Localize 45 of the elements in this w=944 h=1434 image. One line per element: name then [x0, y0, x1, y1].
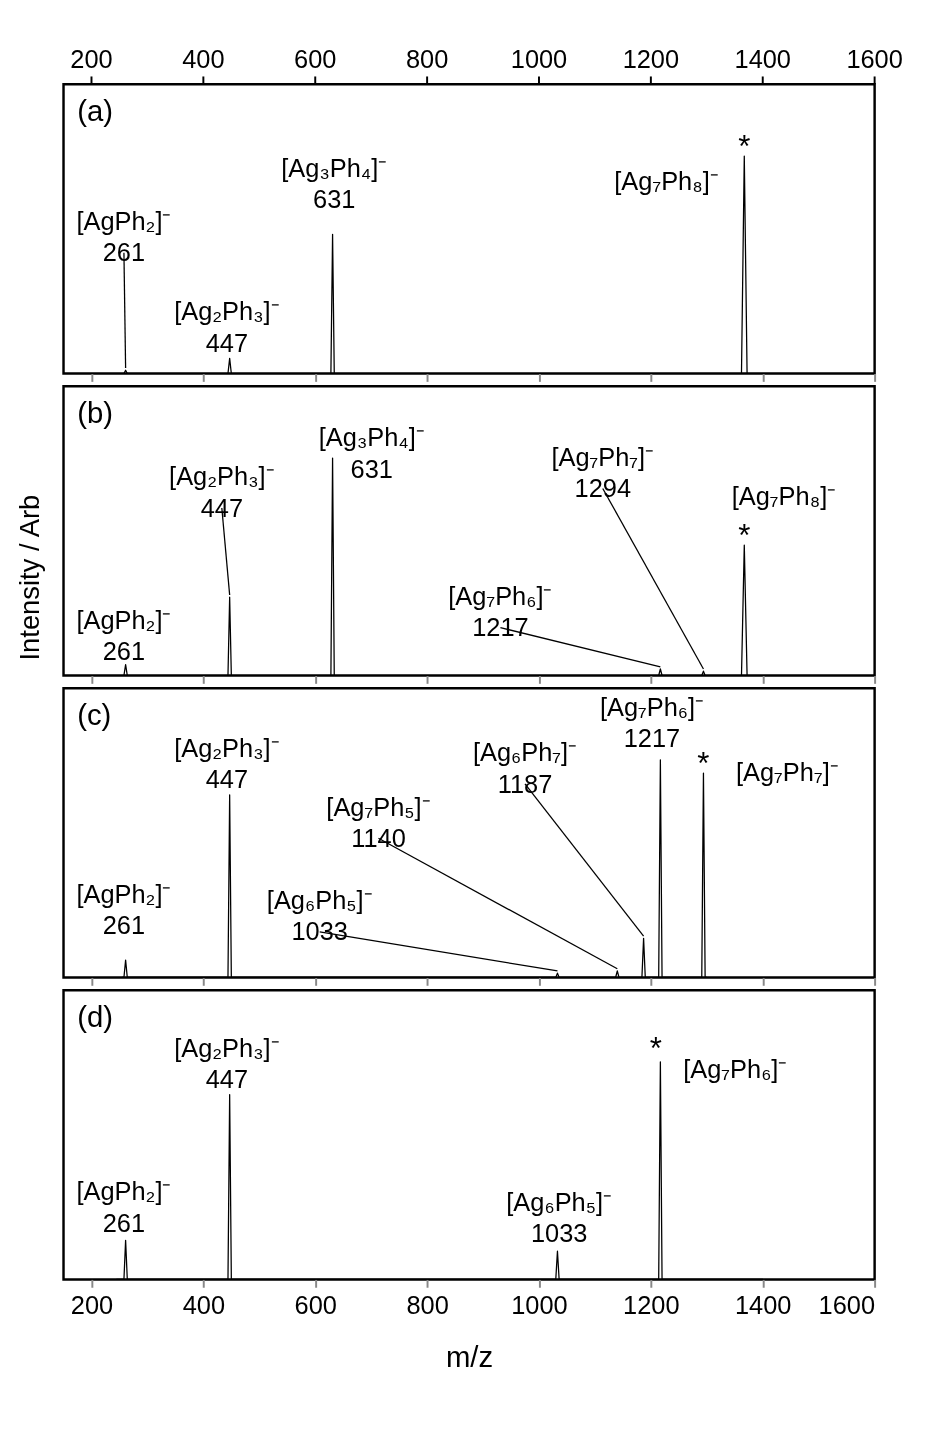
x2-tick-label: 800 [405, 44, 449, 73]
x-tick-label: 600 [294, 1291, 337, 1320]
annotation: [Ag₆Ph₅]⁻ 1033 [506, 1188, 612, 1248]
annotation: [Ag₆Ph₅]⁻ 1033 [266, 886, 373, 946]
annotation: [Ag₇Ph₈]⁻ [731, 481, 837, 510]
x2-tick-label: 1400 [734, 44, 791, 73]
x-tick-label: 1600 [818, 1291, 876, 1320]
annotation: [Ag₇Ph₈]⁻ [614, 166, 719, 195]
annotation: [Ag₇Ph₆]⁻ 1217 [448, 582, 553, 642]
annotation: [AgPh₂]⁻ 261 [76, 879, 172, 939]
annotation: [Ag₇Ph₇]⁻ 1294 [551, 442, 655, 503]
x2-tick-label: 1200 [622, 44, 680, 73]
x-tick-label: 800 [406, 1291, 449, 1320]
text: (d) [77, 1000, 114, 1034]
text: (a) [77, 94, 114, 128]
x2-tick-label: 200 [70, 44, 113, 73]
x-tick-label: 200 [70, 1291, 114, 1320]
text: (c) [77, 698, 112, 732]
annotation: [Ag₂Ph₃]⁻ 447 [174, 297, 280, 357]
annotation: [Ag₇Ph₆]⁻ [683, 1055, 788, 1084]
annotation: [Ag₃Ph₄]⁻ 631 [281, 153, 388, 214]
annotation: [Ag₇Ph₇]⁻ [736, 757, 839, 786]
annotation: * [649, 1030, 662, 1066]
annotation: [Ag₇Ph₅]⁻ 1140 [326, 792, 431, 852]
annotation: [AgPh₂]⁻ 261 [76, 1177, 172, 1237]
annotation: [Ag₂Ph₃]⁻ 447 [169, 462, 275, 522]
annotation: [Ag₆Ph₇]⁻ 1187 [472, 738, 578, 798]
x2-tick-label: 1000 [510, 44, 568, 73]
x-tick-label: 1200 [623, 1291, 680, 1320]
x2-tick-label: 600 [294, 44, 337, 73]
x-axis-title: m/z [445, 1339, 494, 1373]
x2-tick-label: 400 [182, 44, 225, 73]
text: (b) [77, 396, 114, 430]
x-tick-label: 1400 [734, 1291, 792, 1320]
annotation: [Ag₂Ph₃]⁻ 447 [174, 1033, 280, 1093]
x-tick-label: 400 [182, 1291, 226, 1320]
annotation: [AgPh₂]⁻ 261 [76, 605, 172, 666]
annotation: * [738, 518, 751, 554]
annotation: [Ag₂Ph₃]⁻ 447 [174, 733, 280, 794]
annotation: [Ag₃Ph₄]⁻ 631 [318, 423, 425, 483]
annotation: [AgPh₂]⁻ 261 [76, 207, 172, 267]
x-tick-label: 1000 [511, 1291, 568, 1320]
y-axis-title: Intensity / Arb [13, 494, 45, 661]
annotation: * [738, 129, 751, 165]
x2-tick-label: 1600 [846, 44, 903, 73]
